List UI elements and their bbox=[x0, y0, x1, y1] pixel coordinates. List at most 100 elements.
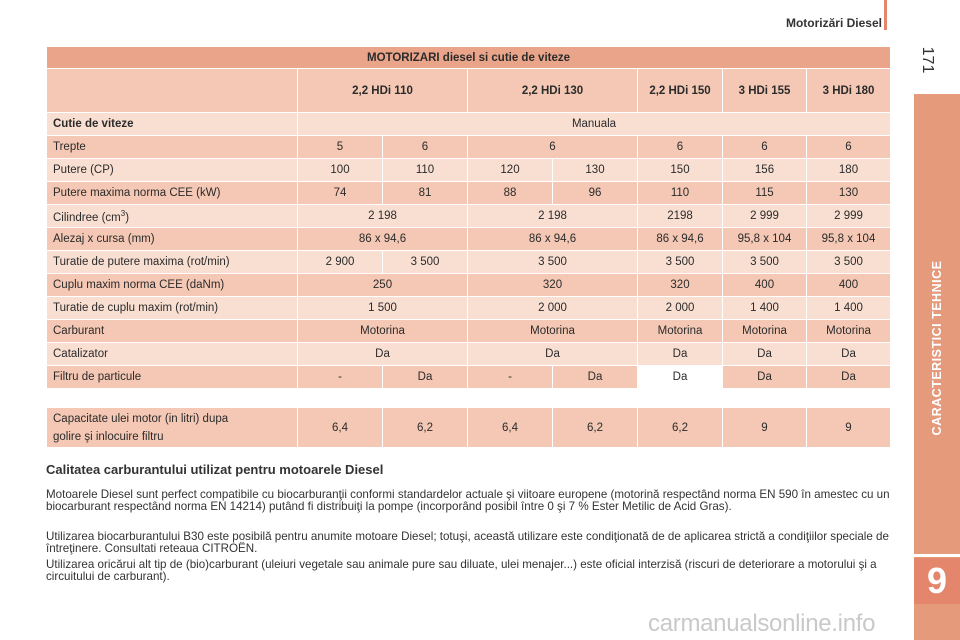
table-cell: 96 bbox=[552, 181, 638, 205]
table-cell: 120 bbox=[467, 158, 553, 182]
table-cell: 3 500 bbox=[722, 250, 807, 274]
engine-spec-table: MOTORIZARI diesel si cutie de viteze 2,2… bbox=[45, 46, 892, 389]
table-cell: 1 400 bbox=[722, 296, 807, 320]
header-accent-rule bbox=[884, 0, 887, 30]
table-cell: Da bbox=[637, 342, 723, 366]
engine-col-2: 2,2 HDi 130 bbox=[467, 68, 638, 113]
row-label: Turatie de putere maxima (rot/min) bbox=[46, 250, 298, 274]
chapter-number: 9 bbox=[926, 560, 948, 601]
table-cell: 2 000 bbox=[467, 296, 638, 320]
table-cell: 400 bbox=[805, 273, 892, 297]
row-label-superscript: 3 bbox=[120, 208, 126, 218]
table-cell: 9 bbox=[722, 407, 807, 448]
table-cell: 95,8 x 104 bbox=[805, 227, 892, 251]
row-label: Putere maxima norma CEE (kW) bbox=[46, 181, 298, 205]
table-cell: - bbox=[297, 365, 383, 389]
table-cell: 3 500 bbox=[805, 250, 892, 274]
row-label: Alezaj x cursa (mm) bbox=[46, 227, 298, 251]
table-cell: Motorina bbox=[637, 319, 723, 343]
row-label: Trepte bbox=[46, 135, 298, 159]
table-row: Filtru de particule - Da - Da Da Da Da bbox=[46, 365, 892, 389]
watermark: carmanualsonline.info bbox=[648, 610, 876, 637]
table-cell: 320 bbox=[637, 273, 723, 297]
table-row: Putere maxima norma CEE (kW) 74 81 88 96… bbox=[46, 181, 892, 205]
row-label: Turatie de cuplu maxim (rot/min) bbox=[46, 296, 298, 320]
row-label: Cilindree (cm3) bbox=[46, 204, 298, 228]
table-cell: 3 500 bbox=[637, 250, 723, 274]
table-cell: 2 900 bbox=[297, 250, 383, 274]
table-cell: 3 500 bbox=[467, 250, 638, 274]
table-cell: 6 bbox=[382, 135, 468, 159]
table-cell: 95,8 x 104 bbox=[722, 227, 807, 251]
table-cell: 130 bbox=[805, 181, 892, 205]
engine-header-empty bbox=[46, 68, 298, 113]
table-row: Carburant Motorina Motorina Motorina Mot… bbox=[46, 319, 892, 343]
table-cell: Da bbox=[467, 342, 638, 366]
table-cell: 6,4 bbox=[297, 407, 383, 448]
paragraph: Motoarele Diesel sunt perfect compatibil… bbox=[46, 488, 890, 513]
table-cell: 86 x 94,6 bbox=[467, 227, 638, 251]
table-cell: Motorina bbox=[722, 319, 807, 343]
chapter-number-box: 9 bbox=[914, 554, 960, 604]
table-cell: 88 bbox=[467, 181, 553, 205]
table-title: MOTORIZARI diesel si cutie de viteze bbox=[45, 46, 892, 69]
table-row: Trepte 5 6 6 6 6 6 bbox=[46, 135, 892, 159]
table-cell: Da bbox=[722, 365, 807, 389]
table-cell: 1 500 bbox=[297, 296, 468, 320]
oil-capacity-table: Capacitate ulei motor (in litri) dupa gol… bbox=[46, 407, 891, 448]
table-cell: 6,2 bbox=[382, 407, 468, 448]
table-cell: 5 bbox=[297, 135, 383, 159]
paragraph: Utilizarea oricărui alt tip de (bio)carb… bbox=[46, 558, 877, 583]
row-label: Putere (CP) bbox=[46, 158, 298, 182]
table-cell: 110 bbox=[382, 158, 468, 182]
table-cell: 2 198 bbox=[297, 204, 468, 228]
table-row: Alezaj x cursa (mm) 86 x 94,6 86 x 94,6 … bbox=[46, 227, 892, 251]
table-cell: 2 000 bbox=[637, 296, 723, 320]
page-number: 171 bbox=[919, 46, 936, 74]
table-cell: 74 bbox=[297, 181, 383, 205]
page-header-title: Motorizări Diesel bbox=[785, 16, 882, 30]
table-cell: 2 999 bbox=[805, 204, 892, 228]
section-title: Calitatea carburantului utilizat pentru … bbox=[46, 462, 384, 477]
row-label-text: Cilindree (cm bbox=[53, 211, 121, 224]
table-row: Turatie de putere maxima (rot/min) 2 900… bbox=[46, 250, 892, 274]
row-label: Carburant bbox=[46, 319, 298, 343]
table-cell: 6 bbox=[467, 135, 638, 159]
table-cell: 2198 bbox=[637, 204, 723, 228]
table-cell: - bbox=[467, 365, 553, 389]
table-row: Turatie de cuplu maxim (rot/min) 1 500 2… bbox=[46, 296, 892, 320]
chapter-label-text: CARACTERISTICI TEHNICE bbox=[930, 260, 944, 436]
engine-col-1: 2,2 HDi 110 bbox=[297, 68, 468, 113]
row-label: Filtru de particule bbox=[46, 365, 298, 389]
table-row: Cutie de viteze Manuala bbox=[46, 112, 892, 136]
table-cell: Motorina bbox=[467, 319, 638, 343]
engine-col-5: 3 HDi 180 bbox=[805, 68, 892, 113]
table-row: Capacitate ulei motor (in litri) dupa gol… bbox=[46, 407, 891, 448]
table-cell: Da bbox=[382, 365, 468, 389]
row-label: Cutie de viteze bbox=[46, 112, 298, 136]
table-row: Catalizator Da Da Da Da Da bbox=[46, 342, 892, 366]
oil-label-line2: golire şi inlocuire filtru bbox=[53, 430, 164, 443]
table-cell: Da bbox=[297, 342, 468, 366]
chapter-box-separator bbox=[914, 554, 960, 557]
row-label-end: ) bbox=[125, 211, 130, 224]
table-cell: 2 198 bbox=[467, 204, 638, 228]
table-cell: 180 bbox=[805, 158, 892, 182]
table-cell: 115 bbox=[722, 181, 807, 205]
oil-label-line1: Capacitate ulei motor (in litri) dupa bbox=[53, 412, 229, 425]
table-cell: 86 x 94,6 bbox=[637, 227, 723, 251]
engine-col-4: 3 HDi 155 bbox=[722, 68, 807, 113]
table-cell: 9 bbox=[806, 407, 891, 448]
table-cell: 6 bbox=[805, 135, 892, 159]
table-cell: 400 bbox=[722, 273, 807, 297]
table-cell: Da bbox=[805, 342, 892, 366]
table-cell: 81 bbox=[382, 181, 468, 205]
table-cell: 6,4 bbox=[467, 407, 553, 448]
table-cell: Da bbox=[805, 365, 892, 389]
chapter-side-band bbox=[914, 94, 960, 640]
table-title-row: MOTORIZARI diesel si cutie de viteze bbox=[45, 46, 892, 69]
table-cell: 6 bbox=[722, 135, 807, 159]
table-cell: 6 bbox=[637, 135, 723, 159]
engine-header-row: 2,2 HDi 110 2,2 HDi 130 2,2 HDi 150 3 HD… bbox=[46, 68, 892, 113]
table-cell: 150 bbox=[637, 158, 723, 182]
